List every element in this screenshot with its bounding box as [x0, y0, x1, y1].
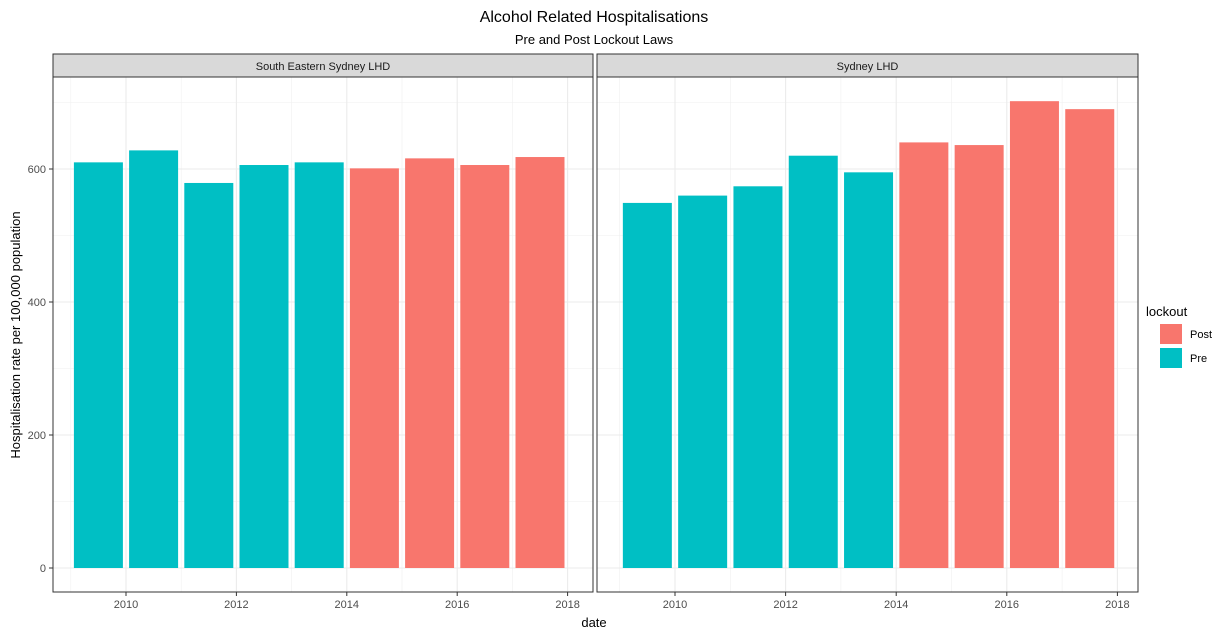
- legend-swatch: [1160, 324, 1182, 344]
- x-tick-label: 2012: [224, 599, 248, 611]
- bar: [844, 172, 894, 568]
- x-tick-label: 2018: [555, 599, 579, 611]
- facet-panel: South Eastern Sydney LHD 2010 2012 2014 2016…: [28, 53, 594, 611]
- x-tick-label: 2012: [773, 599, 797, 611]
- x-tick-label: 2010: [663, 599, 687, 611]
- x-tick-label: 2014: [335, 599, 359, 611]
- x-tick-label: 2018: [1105, 599, 1129, 611]
- legend-title: lockout: [1146, 304, 1188, 319]
- panel-border: [596, 76, 1139, 593]
- chart-subtitle: Pre and Post Lockout Laws: [515, 32, 674, 47]
- chart-title: Alcohol Related Hospitalisations: [480, 9, 709, 26]
- x-tick-label: 2016: [445, 599, 469, 611]
- bar: [515, 157, 565, 568]
- y-tick-label: 600: [28, 164, 46, 176]
- panel-border: [52, 76, 594, 593]
- y-tick-label: 0: [40, 563, 46, 575]
- bar: [899, 142, 949, 568]
- bar: [1009, 101, 1059, 569]
- bar: [405, 158, 455, 569]
- bar: [678, 195, 728, 568]
- bar: [733, 186, 783, 569]
- y-axis-title: Hospitalisation rate per 100,000 populat…: [8, 211, 23, 458]
- bar: [73, 162, 123, 568]
- facet-strip-label: South Eastern Sydney LHD: [256, 61, 391, 73]
- x-tick-label: 2016: [995, 599, 1019, 611]
- legend-swatch: [1160, 348, 1182, 368]
- bar: [349, 168, 399, 568]
- bar: [239, 165, 289, 568]
- bar: [294, 162, 344, 568]
- legend-label: Pre: [1190, 353, 1207, 365]
- x-tick-label: 2010: [114, 599, 138, 611]
- bar: [460, 165, 510, 568]
- facet-panels: South Eastern Sydney LHD 2010 2012 2014 2016…: [28, 53, 1139, 611]
- y-tick-label: 400: [28, 297, 46, 309]
- y-tick-label: 200: [28, 430, 46, 442]
- legend-label: Post: [1190, 329, 1212, 341]
- bar: [184, 182, 234, 568]
- bar: [788, 155, 838, 568]
- x-tick-label: 2014: [884, 599, 908, 611]
- bar: [129, 150, 179, 568]
- facet-panel: Sydney LHD 2010 2012 2014 2016 2018: [596, 53, 1139, 611]
- facet-strip-label: Sydney LHD: [837, 61, 899, 73]
- bar: [1065, 109, 1115, 569]
- bar: [954, 145, 1004, 568]
- x-axis-title: date: [581, 615, 606, 630]
- bar: [622, 202, 672, 569]
